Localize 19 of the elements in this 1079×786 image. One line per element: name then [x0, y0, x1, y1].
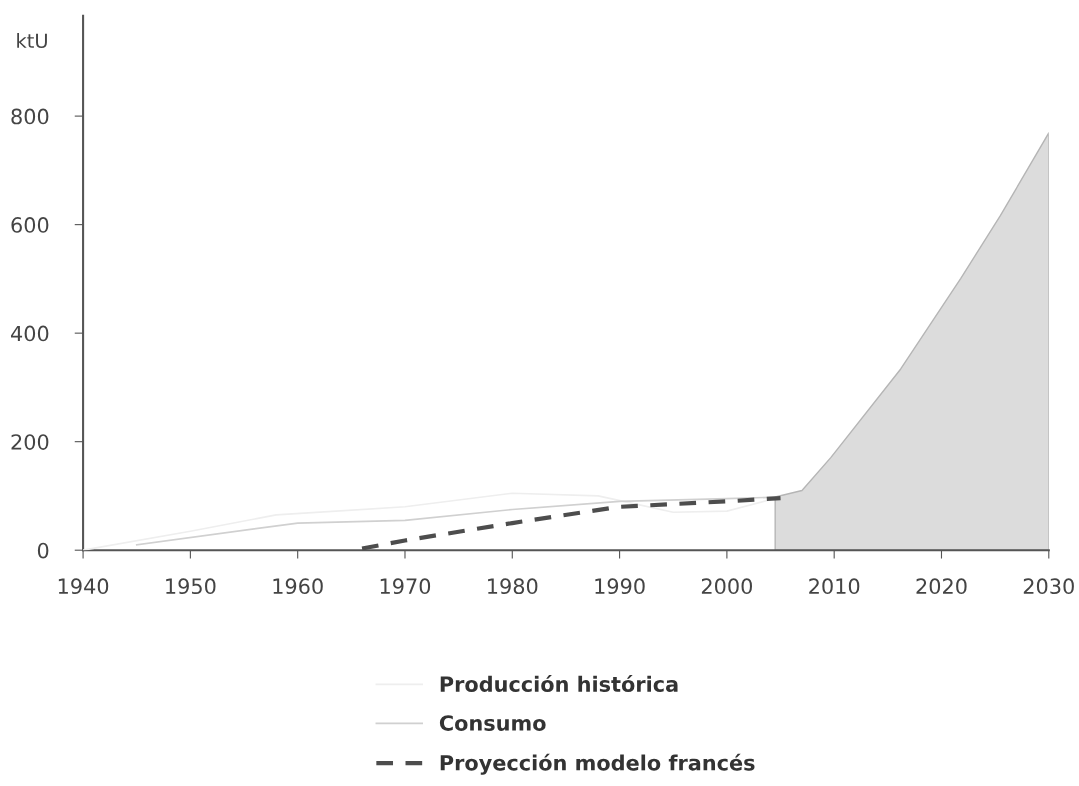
x-tick-label: 1990: [595, 578, 645, 595]
y-tick-label: 0: [37, 542, 49, 559]
y-axis-title: ktU: [17, 33, 47, 49]
y-tick-label: 200: [11, 434, 49, 450]
x-tick-label: 1980: [488, 578, 538, 595]
x-tick-label: 2020: [916, 578, 967, 595]
x-tick-label: 1950: [166, 578, 216, 595]
legend-label: Proyección modelo francés: [440, 753, 755, 775]
legend-label: Producción histórica: [440, 675, 678, 692]
y-tick-label: 400: [11, 325, 49, 342]
x-tick-label: 2030: [1023, 578, 1074, 595]
x-tick-label: 1970: [380, 578, 431, 595]
legend-label: Consumo: [439, 715, 546, 731]
y-tick-label: 800: [11, 108, 49, 125]
x-tick-label: 1940: [58, 578, 109, 595]
y-tick-label: 600: [11, 217, 49, 233]
x-tick-label: 1960: [273, 578, 323, 595]
x-tick-label: 2000: [701, 578, 753, 595]
x-tick-label: 2010: [809, 578, 860, 595]
